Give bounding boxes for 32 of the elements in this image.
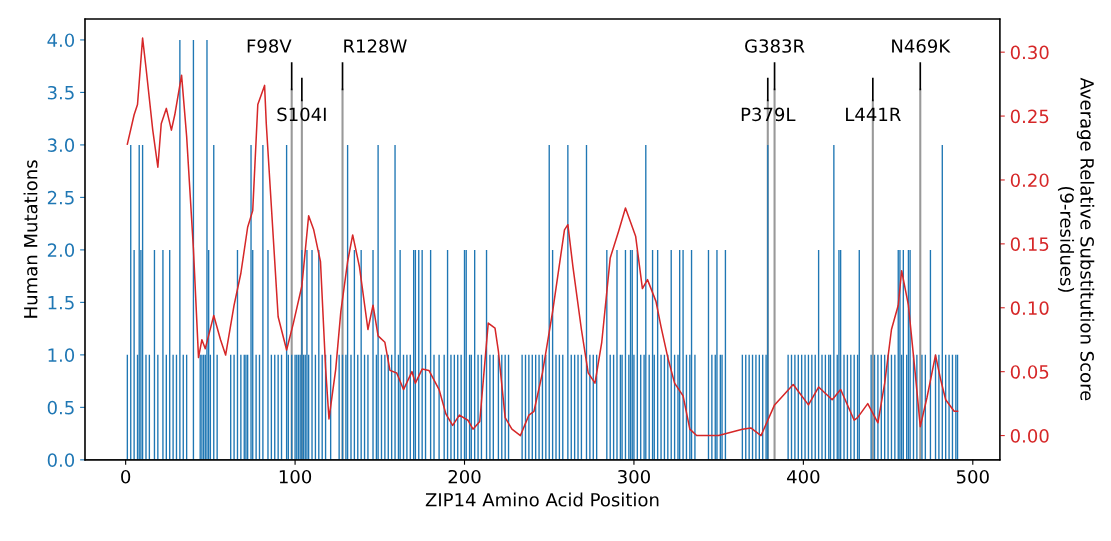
y2-tick-label: 0.05 (1010, 365, 1049, 379)
y-tick-label: 1.0 (48, 348, 75, 362)
ref-line-label: G383R (745, 39, 805, 53)
y-tick-label: 1.5 (48, 296, 74, 310)
y2-tick-label: 0.15 (1010, 237, 1049, 251)
x-axis-title: ZIP14 Amino Acid Position (425, 492, 659, 507)
ref-line-label: P379L (741, 107, 796, 122)
x-tick-label: 500 (956, 469, 989, 484)
ref-line-label: R128W (344, 39, 407, 53)
x-tick-label: 400 (787, 469, 820, 484)
y-axis-title: Human Mutations (23, 160, 38, 318)
y-tick-label: 4.0 (47, 33, 75, 48)
y-tick-label: 2.0 (47, 243, 75, 258)
y2-tick-label: 0.10 (1010, 301, 1049, 315)
y2-tick-label: 0.30 (1010, 45, 1049, 60)
x-tick-label: 100 (279, 469, 312, 484)
ref-line-label: N469K (892, 39, 951, 53)
y-tick-label: 3.5 (47, 85, 74, 100)
x-tick-label: 200 (448, 469, 481, 484)
y2-tick-label: 0.25 (1010, 109, 1049, 124)
y-tick-label: 3.0 (47, 138, 75, 153)
y2-tick-label: 0.20 (1010, 173, 1049, 188)
y-tick-label: 0.0 (47, 453, 75, 467)
y-tick-label: 2.5 (47, 190, 74, 205)
ref-line-label: L441R (846, 107, 901, 121)
ref-line-label: S104I (277, 107, 326, 122)
x-tick-label: 0 (121, 469, 131, 484)
y2-axis-title: Average Relative Substitution Score (9-residues) (1057, 77, 1095, 401)
y2-tick-label: 0.00 (1010, 429, 1049, 443)
y-tick-label: 0.5 (47, 400, 74, 415)
ref-line-label: F98V (247, 39, 292, 53)
x-tick-label: 300 (618, 469, 650, 484)
